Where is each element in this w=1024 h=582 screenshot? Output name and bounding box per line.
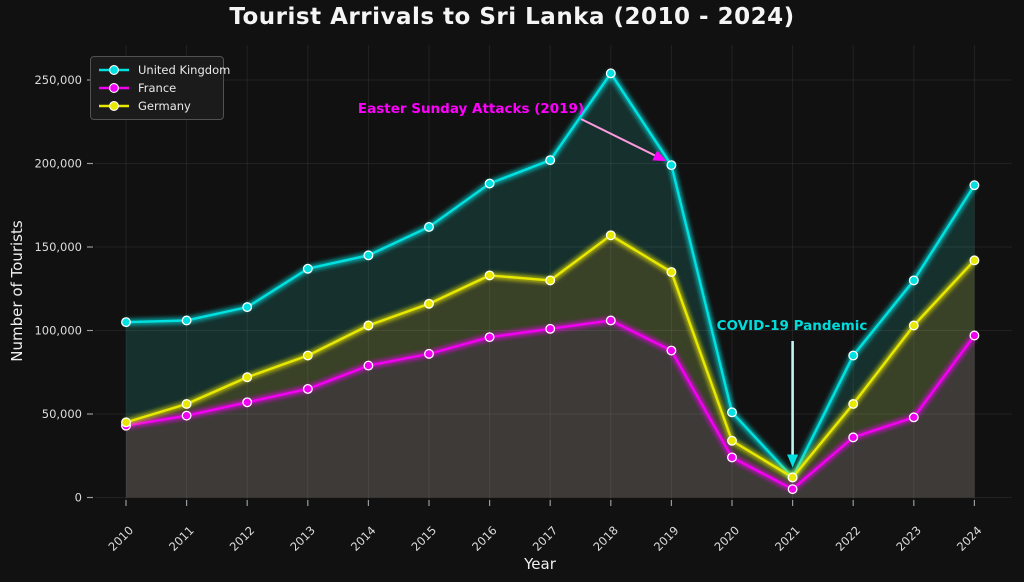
marker-germany [302,350,313,361]
legend: United Kingdom France Germany [90,56,230,120]
y-axis-label: Number of Tourists [8,220,26,362]
x-tick-label: 2016 [469,523,500,554]
marker-france [908,412,919,423]
legend-line-marker-icon [99,83,129,93]
legend-label: Germany [138,99,191,113]
x-tick-label: 2014 [348,523,379,554]
y-tick-label: 150,000 [34,240,82,254]
marker-france [181,410,192,421]
marker-germany [484,270,495,281]
marker-united-kingdom [908,275,919,286]
marker-france [242,397,253,408]
x-tick-label: 2018 [590,523,621,554]
marker-germany [545,275,556,286]
marker-united-kingdom [545,155,556,166]
marker-united-kingdom [605,68,616,79]
marker-united-kingdom [181,315,192,326]
marker-france [848,432,859,443]
y-tick-label: 250,000 [34,73,82,87]
x-axis-label: Year [524,555,556,573]
series-markers [121,68,980,495]
marker-germany [242,372,253,383]
marker-united-kingdom [969,180,980,191]
marker-france [545,323,556,334]
annotation-covid19-pandemic: COVID-19 Pandemic [716,318,868,334]
x-tick-label: 2013 [287,523,318,554]
x-tick-label: 2020 [712,523,743,554]
marker-france [484,332,495,343]
x-tick-label: 2010 [106,523,137,554]
marker-france [605,315,616,326]
marker-united-kingdom [302,263,313,274]
marker-united-kingdom [666,160,677,171]
annotation-easter-sunday-attacks: Easter Sunday Attacks (2019) [357,101,585,117]
marker-france [666,345,677,356]
x-tick-label: 2021 [772,523,803,554]
x-tick-label: 2023 [893,523,924,554]
x-tick-label: 2024 [954,523,985,554]
legend-item-france: France [98,81,215,95]
marker-france [424,348,434,359]
marker-germany [666,267,677,278]
marker-united-kingdom [424,222,434,232]
x-tick-label: 2011 [166,523,197,554]
marker-france [302,384,313,394]
x-tick-label: 2022 [833,523,864,554]
marker-united-kingdom [848,350,859,361]
legend-label: United Kingdom [138,63,231,77]
marker-germany [605,230,616,241]
marker-united-kingdom [727,407,737,418]
y-tick-label: 50,000 [42,407,82,421]
legend-line-marker-icon [99,65,129,75]
marker-france [363,360,374,371]
x-tick-label: 2015 [409,523,440,554]
marker-united-kingdom [242,302,253,313]
y-tick-label: 0 [75,491,82,505]
marker-germany [969,255,980,266]
x-tick-label: 2012 [227,523,258,554]
marker-france [727,452,737,463]
area-fills [126,73,975,498]
marker-germany [908,320,919,331]
marker-germany [727,435,737,446]
y-tick-label: 100,000 [34,324,82,338]
legend-item-germany: Germany [98,99,215,113]
legend-line-marker-icon [99,101,129,111]
y-tick-label: 200,000 [34,157,82,171]
marker-united-kingdom [121,317,131,328]
annotation-arrows [580,118,799,468]
marker-france [969,330,980,341]
marker-germany [787,472,798,483]
x-tick-label: 2019 [651,523,682,554]
legend-label: France [138,81,177,95]
legend-item-united-kingdom: United Kingdom [98,63,230,77]
marker-germany [424,298,434,309]
chart-title: Tourist Arrivals to Sri Lanka (2010 - 20… [229,4,795,30]
marker-germany [363,320,374,331]
marker-germany [181,399,192,409]
x-tick-label: 2017 [530,523,561,554]
marker-germany [848,399,859,409]
marker-france [787,484,798,495]
marker-united-kingdom [363,250,374,261]
area-fill-france [126,320,975,498]
marker-united-kingdom [484,178,495,189]
marker-germany [121,417,131,428]
